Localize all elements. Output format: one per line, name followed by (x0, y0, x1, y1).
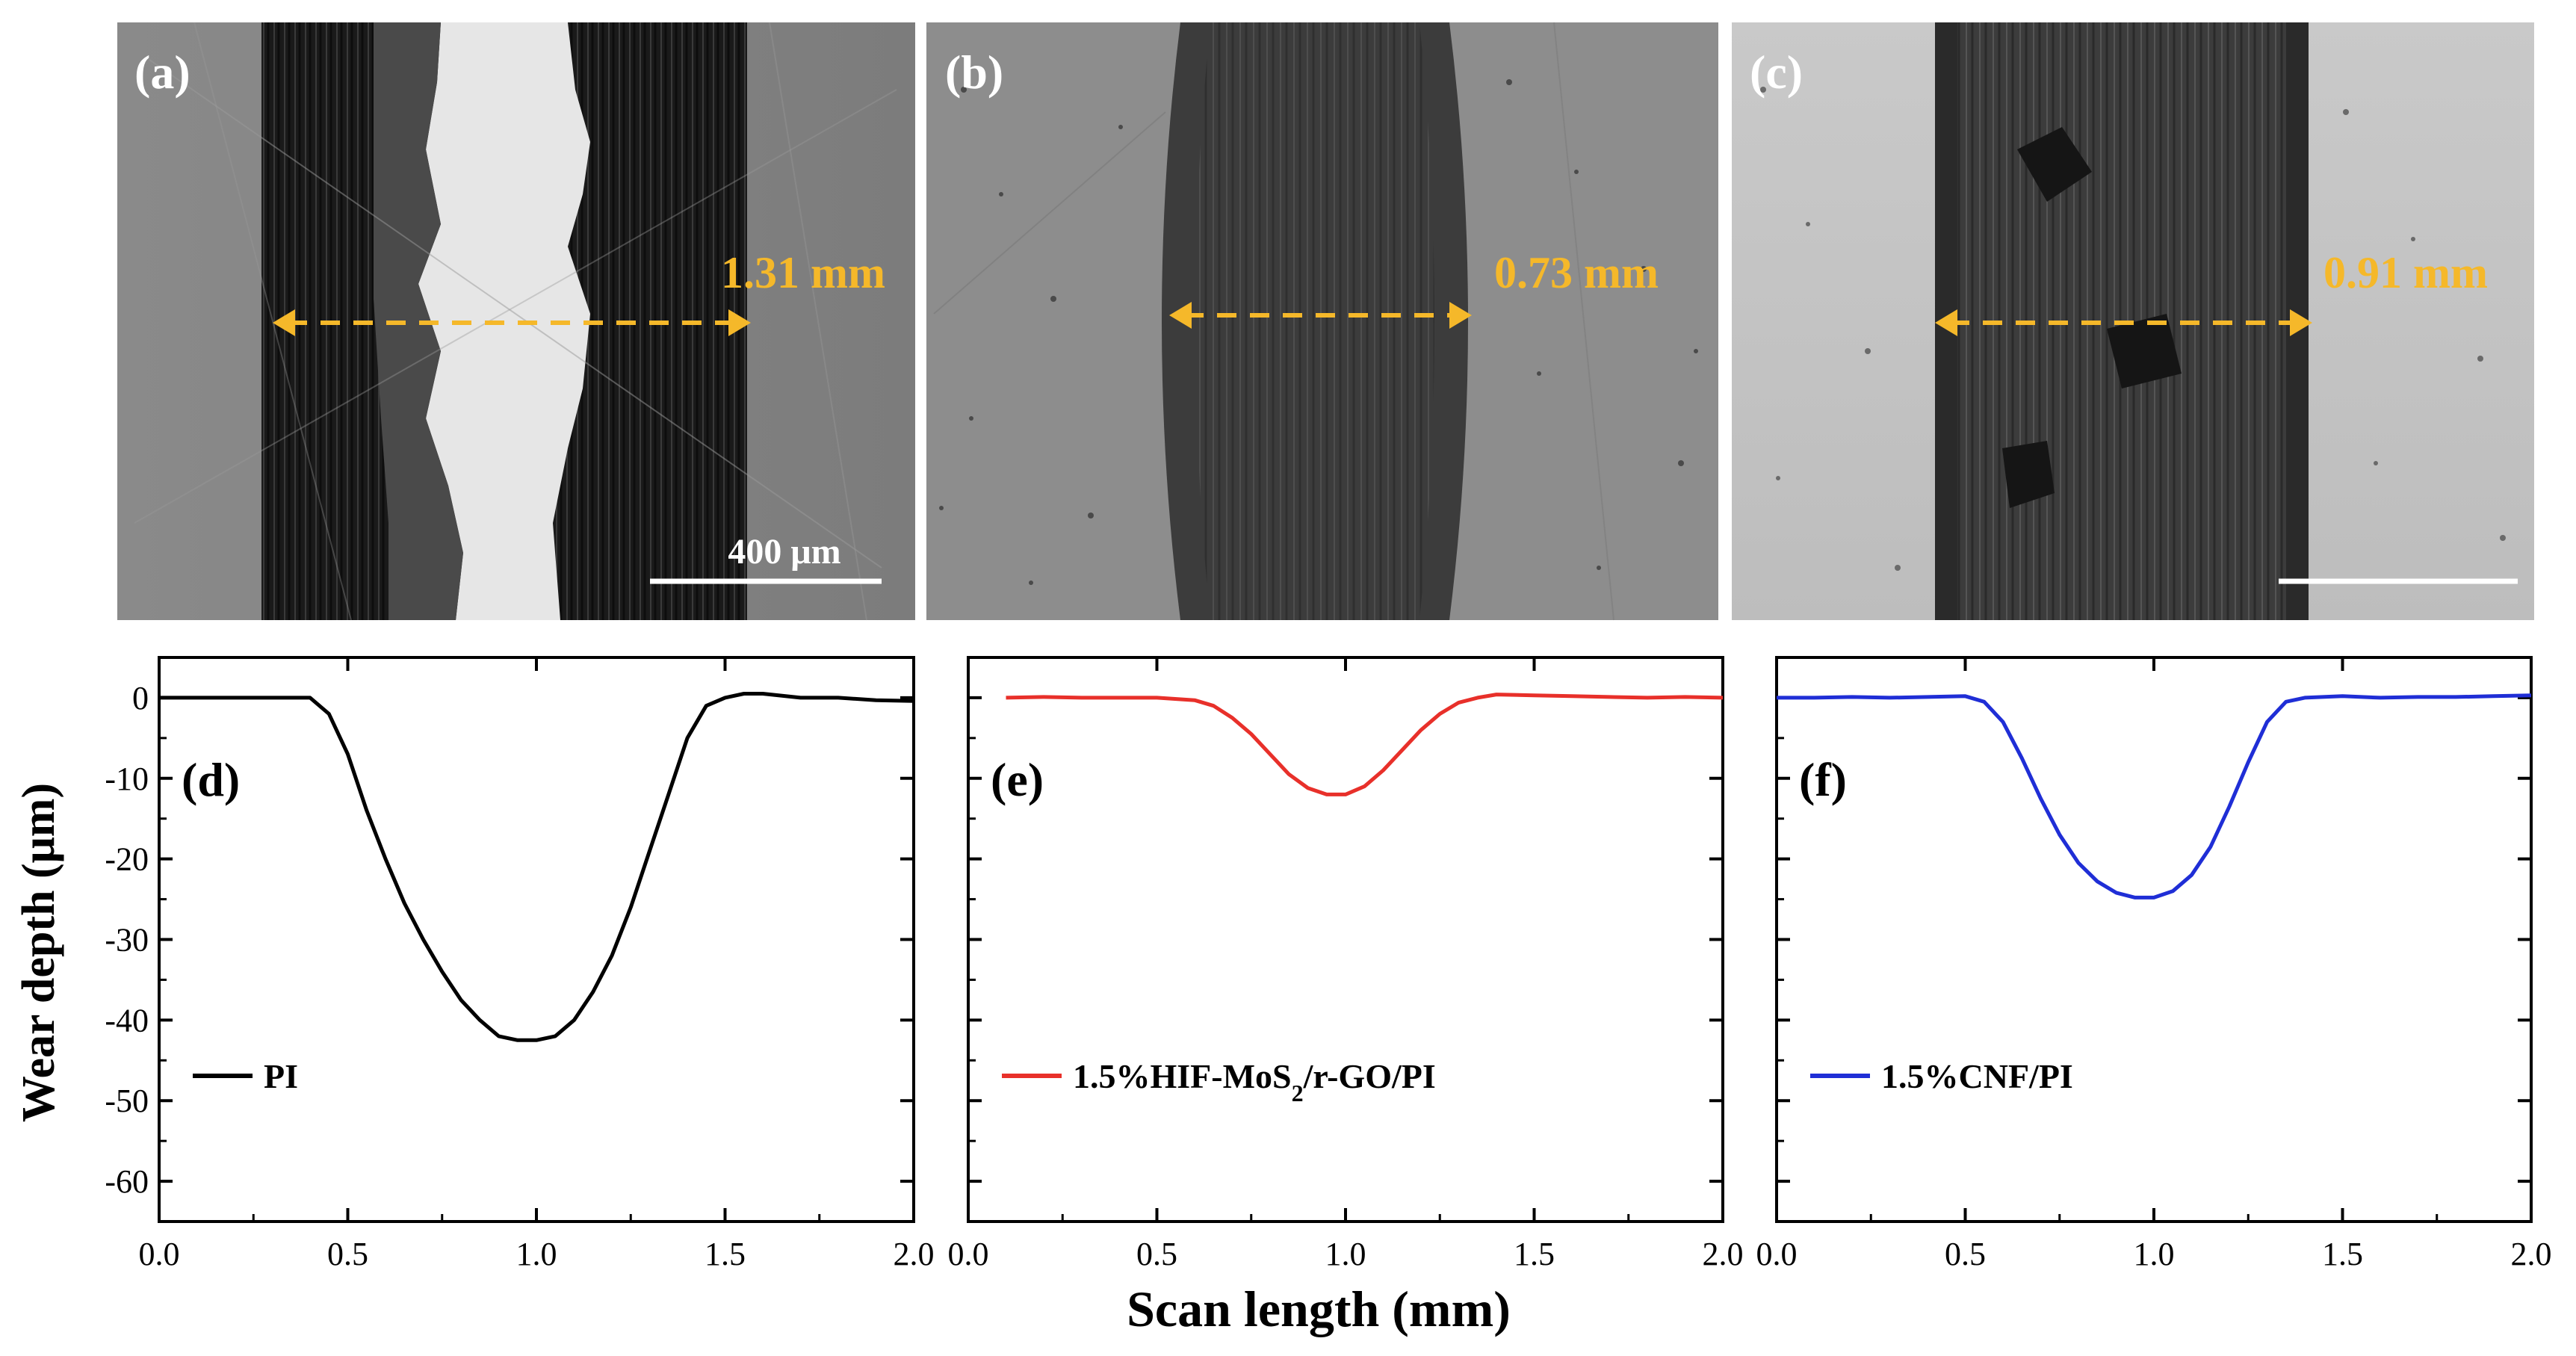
plot-d-ytick-label: -40 (105, 1002, 149, 1038)
micrograph-b-width: 0.73 mm (1494, 248, 1659, 297)
width-arrow-c (1935, 309, 2312, 336)
plot-d-xtick-label: 2.0 (894, 1236, 935, 1272)
plot-d-frame (158, 656, 915, 1223)
plot-d-xtick-label: 1.0 (516, 1236, 557, 1272)
plot-f-xtick-label: 0.0 (1756, 1236, 1798, 1272)
x-axis-title: Scan length (mm) (1127, 1281, 1511, 1337)
plot-d-ytick-label: -20 (105, 841, 149, 878)
micrograph-c-width: 0.91 mm (2323, 248, 2488, 297)
plot-e-xtick-label: 0.5 (1136, 1236, 1177, 1272)
plot-f-xtick-label: 2.0 (2511, 1236, 2552, 1272)
plot-d-xtick-label: 1.5 (705, 1236, 746, 1272)
plot-d-ytick-label: -10 (105, 761, 149, 797)
micrograph-b-label: (b) (945, 46, 1003, 99)
plot-e-xtick-label: 2.0 (1703, 1236, 1744, 1272)
plot-f-series-line (1777, 693, 2532, 900)
width-arrow-b (1169, 302, 1472, 329)
micrograph-a (117, 22, 915, 621)
plot-e-frame (967, 656, 1724, 1223)
micrograph-b (926, 22, 1718, 621)
plot-d-xtick-label: 0.0 (139, 1236, 180, 1272)
plot-e-xtick-label: 1.5 (1514, 1236, 1555, 1272)
width-arrow-a (273, 309, 751, 336)
plot-e: 0.0 0.5 1.0 1.5 2.0 (e) 1.5%HIF-MoS2/r-GO/PI (948, 656, 1744, 1272)
plot-e-series-line (1006, 693, 1724, 796)
plot-panels: 0.0 0.5 1.0 1.5 2.00-10-20-30-40-50-60(d)PI0… (105, 656, 2552, 1272)
plot-f-legend-label: 1.5%CNF/PI (1881, 1057, 2073, 1095)
plot-d-ytick-label: -50 (105, 1083, 149, 1119)
plot-d-series-line (159, 692, 914, 1042)
plot-e-legend-label: 1.5%HIF-MoS2/r-GO/PI (1073, 1057, 1436, 1106)
plot-d-ytick-label: -60 (105, 1163, 149, 1200)
plot-d-xtick-label: 0.5 (327, 1236, 368, 1272)
scale-bar-label: 400 μm (728, 532, 840, 572)
plot-f-frame (1775, 656, 2533, 1223)
plot-e-xtick-label: 1.0 (1325, 1236, 1366, 1272)
plot-e-panel-label: (e) (991, 753, 1044, 806)
plot-d-ytick-label: -30 (105, 922, 149, 959)
micrograph-c-label: (c) (1750, 46, 1803, 99)
plot-d-legend-label: PI (264, 1057, 298, 1095)
plot-e-xtick-label: 0.0 (948, 1236, 989, 1272)
plot-d: 0.0 0.5 1.0 1.5 2.0 0 -10 -20 -30 -40 -50 -60 (d) PI (105, 656, 935, 1272)
plot-d-ytick-label: 0 (132, 680, 149, 716)
plot-d-panel-label: (d) (182, 753, 240, 806)
micrograph-annotations: (a) (b) (c) 1.31 mm 0.73 mm 0.91 mm 400 … (134, 46, 2518, 584)
plot-f-xtick-label: 1.0 (2134, 1236, 2175, 1272)
micrograph-a-label: (a) (134, 46, 191, 99)
plot-f-xtick-label: 1.5 (2322, 1236, 2363, 1272)
plot-f-xtick-label: 0.5 (1945, 1236, 1986, 1272)
plot-f: 0.0 0.5 1.0 1.5 2.0 (f) 1.5%CNF/PI (1756, 656, 2552, 1272)
micrograph-a-width: 1.31 mm (721, 248, 885, 297)
y-axis-title: Wear depth (μm) (13, 783, 64, 1122)
plot-f-panel-label: (f) (1799, 753, 1847, 806)
